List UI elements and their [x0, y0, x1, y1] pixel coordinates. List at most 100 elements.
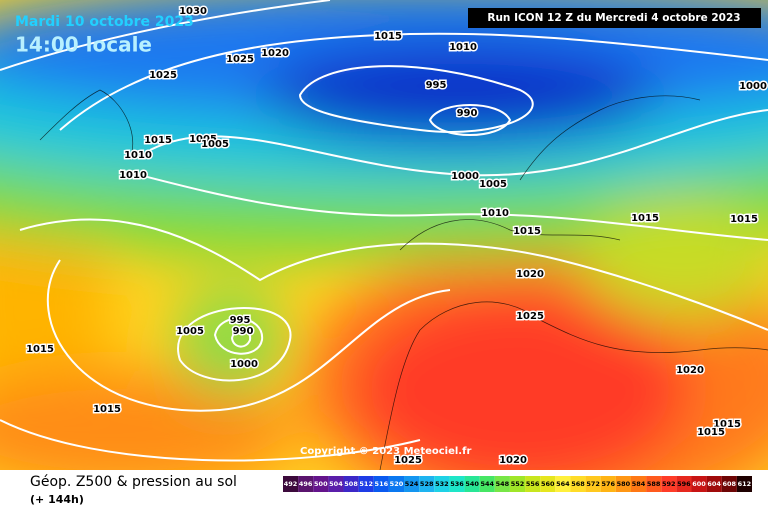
scale-label: 512 — [359, 480, 373, 488]
isobar-label: 1010 — [449, 42, 477, 53]
scale-cell — [404, 476, 420, 492]
isobar-label: 1020 — [516, 269, 544, 280]
scale-label: 516 — [375, 480, 389, 488]
scale-label: 500 — [314, 480, 328, 488]
scale-cell — [676, 476, 692, 492]
isobar-label: 1015 — [93, 404, 121, 415]
scale-cell — [358, 476, 374, 492]
scale-cell — [570, 476, 586, 492]
isobar-label: 1015 — [374, 31, 402, 42]
scale-cell — [313, 476, 329, 492]
scale-label: 560 — [541, 480, 555, 488]
scale-label: 540 — [465, 480, 479, 488]
scale-label: 612 — [738, 480, 752, 488]
isobar-label: 1025 — [226, 54, 254, 65]
scale-label: 588 — [647, 480, 661, 488]
isobar-label: 1020 — [676, 365, 704, 376]
run: Run ICON 12 Z du Mercredi 4 octobre 2023 — [487, 12, 740, 24]
date: Mardi 10 octobre 2023 — [15, 14, 194, 30]
scale-label: 536 — [450, 480, 464, 488]
isobar-label: 1005 — [201, 139, 229, 150]
isobar-label: 1020 — [499, 455, 527, 466]
scale-cell — [419, 476, 435, 492]
isobar-label: 1015 — [26, 344, 54, 355]
isobar-label: 1005 — [176, 326, 204, 337]
footer-title: Géop. Z500 & pression au sol — [30, 474, 237, 490]
scale-label: 596 — [677, 480, 691, 488]
scale-cell — [736, 476, 752, 492]
scale-cell — [449, 476, 465, 492]
scale-label: 552 — [511, 480, 525, 488]
scale-cell — [373, 476, 389, 492]
scale-label: 520 — [390, 480, 404, 488]
scale-cell — [494, 476, 510, 492]
scale-cell — [525, 476, 541, 492]
scale-label: 544 — [480, 480, 494, 488]
isobar-label: 1015 — [697, 427, 725, 438]
isobar-label: 1015 — [631, 213, 659, 224]
scale-label: 524 — [405, 480, 419, 488]
scale-cell — [540, 476, 556, 492]
scale-label: 572 — [586, 480, 600, 488]
isobar-lines — [0, 0, 768, 462]
scale-cell — [646, 476, 662, 492]
scale-label: 568 — [571, 480, 585, 488]
isobar-label: 1025 — [516, 311, 544, 322]
isobar-label: 1025 — [149, 70, 177, 81]
scale-cell — [706, 476, 722, 492]
footer-lead: (+ 144h) — [30, 493, 84, 506]
scale-cell — [328, 476, 344, 492]
scale-cell — [555, 476, 571, 492]
copyright: Copyright © 2023 Meteociel.fr — [300, 446, 471, 457]
scale-cell — [283, 476, 299, 492]
isobar-label: 1000 — [451, 171, 479, 182]
run-box — [468, 8, 761, 28]
isobar-label: 995 — [426, 80, 447, 91]
scale-cell — [691, 476, 707, 492]
scale-label: 592 — [662, 480, 676, 488]
scale-cell — [343, 476, 359, 492]
scale-label: 504 — [329, 480, 343, 488]
isobar-label: 990 — [457, 108, 478, 119]
scale-label: 576 — [601, 480, 615, 488]
scale-label: 580 — [617, 480, 631, 488]
scale-label: 496 — [299, 480, 313, 488]
isobar-label: 1015 — [144, 135, 172, 146]
isobar-label: 1005 — [479, 179, 507, 190]
isobar-label: 1020 — [261, 48, 289, 59]
isobar-label: 1000 — [739, 81, 767, 92]
isobar-label: 1015 — [513, 226, 541, 237]
isobar-label: 1025 — [394, 455, 422, 466]
scale-label: 564 — [556, 480, 570, 488]
scale-label: 528 — [420, 480, 434, 488]
scale-label: 600 — [692, 480, 706, 488]
isobar-label: 1015 — [713, 419, 741, 430]
isobar-label: 1030 — [179, 6, 207, 17]
scale-cell — [298, 476, 314, 492]
scale-label: 604 — [707, 480, 721, 488]
scale-label: 548 — [496, 480, 510, 488]
scale-cell — [630, 476, 647, 492]
isobar-label: 1015 — [730, 214, 758, 225]
scale-cell — [509, 476, 526, 492]
isobar-label: 1005 — [189, 134, 217, 145]
scale-cell — [479, 476, 495, 492]
scale-cell — [464, 476, 480, 492]
isobar-label: 1000 — [230, 359, 258, 370]
scale-cell — [661, 476, 677, 492]
scale-cell — [721, 476, 737, 492]
scale-label: 492 — [284, 480, 298, 488]
isobar-label: 1010 — [124, 150, 152, 161]
scale-cell — [615, 476, 631, 492]
scale-label: 584 — [632, 480, 646, 488]
isobar-label: 990 — [233, 326, 254, 337]
coastlines — [39, 89, 768, 470]
scale-label: 608 — [723, 480, 737, 488]
scale-cell — [388, 476, 405, 492]
scale-cell — [585, 476, 601, 492]
isobar-label: 995 — [230, 315, 251, 326]
scale-label: 556 — [526, 480, 540, 488]
